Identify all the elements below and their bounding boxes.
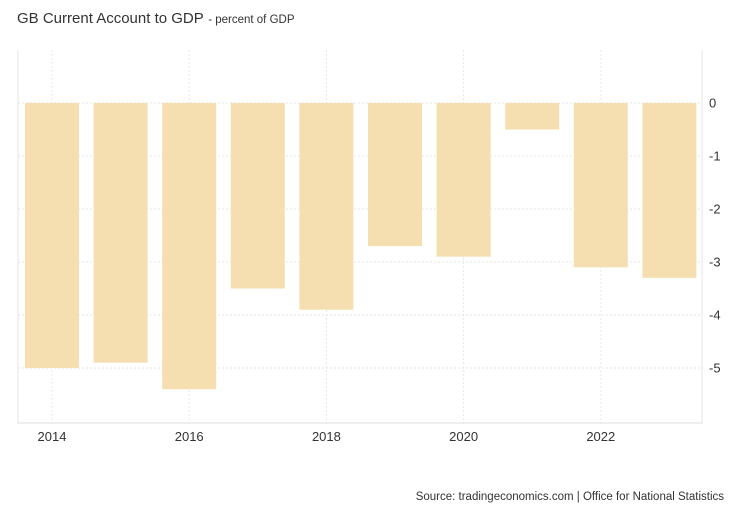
y-tick-label: -1 [709,149,721,164]
chart-subtitle: - percent of GDP [208,14,295,26]
x-tick-label: 2018 [312,429,341,444]
bar-2016 [162,103,217,390]
axis-layer: 0 -1 -2 -3 -4 -5 2014 2016 2018 2020 2022 [18,96,721,444]
bar-layer [25,103,697,390]
chart-title: GB Current Account to GDP [17,10,204,27]
bar-2023 [642,103,697,278]
x-tick-label: 2014 [38,429,67,444]
x-tick-label: 2022 [586,429,615,444]
y-tick-label: 0 [709,96,716,111]
chart-title-row: GB Current Account to GDP - percent of G… [17,10,295,28]
bar-2022 [573,103,628,268]
y-tick-label: -2 [709,202,721,217]
y-tick-label: -4 [709,308,721,323]
y-tick-label: -3 [709,255,721,270]
bar-2014 [25,103,79,368]
y-tick-label: -5 [709,361,721,376]
bar-2017 [230,103,285,289]
x-tick-label: 2016 [175,429,204,444]
bar-2021 [505,103,560,130]
bar-2018 [299,103,354,310]
source-note: Source: tradingeconomics.com | Office fo… [415,491,724,503]
bar-2020 [436,103,491,257]
bar-chart: 0 -1 -2 -3 -4 -5 2014 2016 2018 2020 2022 [17,50,721,444]
x-tick-label: 2020 [449,429,478,444]
bar-2015 [93,103,148,363]
bar-2019 [368,103,422,247]
